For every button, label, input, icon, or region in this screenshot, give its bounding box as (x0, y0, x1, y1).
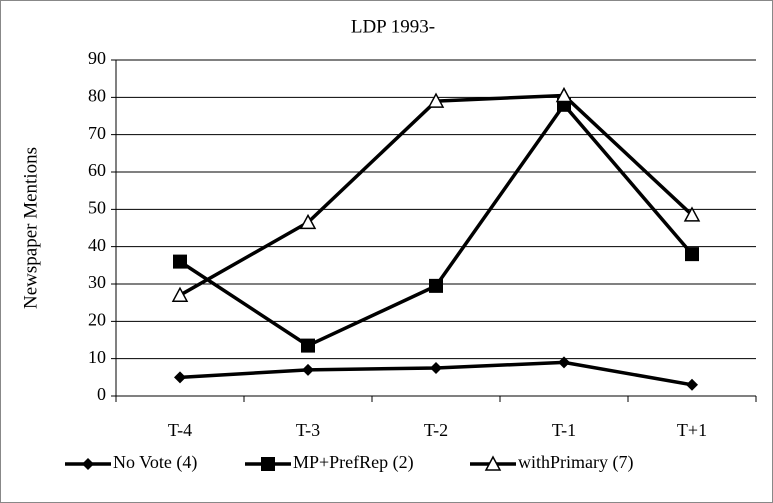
marker (683, 206, 701, 222)
marker (558, 356, 570, 369)
y-tick-label: 40 (88, 235, 106, 255)
marker (302, 363, 314, 376)
x-tick-label: T-1 (552, 420, 576, 440)
y-tick-label: 20 (88, 309, 106, 329)
marker (685, 247, 699, 262)
legend-marker (82, 458, 94, 470)
legend-marker (261, 457, 275, 471)
marker (301, 338, 315, 353)
y-tick-label: 90 (88, 48, 106, 68)
legend-label: No Vote (4) (113, 452, 197, 473)
marker (174, 371, 186, 384)
marker (430, 362, 442, 374)
legend-label: withPrimary (7) (518, 452, 633, 473)
marker (555, 86, 573, 103)
x-tick-label: T-3 (296, 420, 320, 440)
chart-title: LDP 1993- (351, 16, 435, 37)
marker (427, 92, 445, 108)
y-axis-label: Newspaper Mentions (20, 147, 41, 309)
x-tick-label: T+1 (677, 420, 707, 440)
y-tick-label: 0 (97, 384, 106, 404)
marker (171, 286, 189, 302)
y-tick-label: 60 (88, 160, 106, 180)
x-tick-label: T-4 (168, 420, 192, 440)
legend-marker (484, 455, 502, 471)
y-tick-label: 70 (88, 123, 106, 143)
y-tick-label: 30 (88, 272, 106, 292)
y-tick-label: 80 (88, 85, 106, 105)
marker (429, 278, 443, 293)
legend-label: MP+PrefRep (2) (293, 452, 414, 473)
y-tick-label: 10 (88, 347, 106, 367)
marker (686, 378, 698, 391)
marker (173, 254, 187, 269)
marker (299, 213, 317, 230)
x-tick-label: T-2 (424, 420, 448, 440)
y-tick-label: 50 (88, 197, 106, 217)
